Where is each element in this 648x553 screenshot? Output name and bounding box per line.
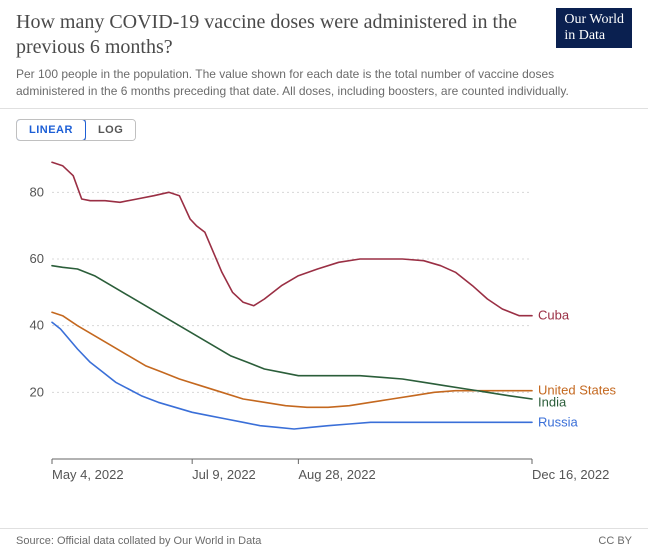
y-tick-label: 60 [30, 251, 44, 266]
series-label-russia[interactable]: Russia [538, 414, 579, 429]
chart-title: How many COVID-19 vaccine doses were adm… [16, 10, 536, 60]
scale-toggle-group: LINEAR LOG [16, 119, 136, 141]
chart-subtitle: Per 100 people in the population. The va… [16, 66, 576, 100]
chart-area: 20 40 60 80 May 4, 2022 Jul 9, 2022 Aug 28, 20… [0, 141, 648, 489]
y-tick-label: 20 [30, 384, 44, 399]
series-line-united-states [52, 312, 532, 407]
x-tick-label: Jul 9, 2022 [192, 467, 256, 482]
x-tick-label: Aug 28, 2022 [298, 467, 375, 482]
chart-footer: Source: Official data collated by Our Wo… [0, 528, 648, 553]
y-tick-label: 80 [30, 184, 44, 199]
y-tick-label: 40 [30, 317, 44, 332]
license-text: CC BY [598, 535, 632, 547]
owid-logo: Our World in Data [556, 8, 632, 48]
linear-toggle-button[interactable]: LINEAR [16, 119, 86, 141]
x-tick-label: May 4, 2022 [52, 467, 124, 482]
series-label-cuba[interactable]: Cuba [538, 307, 570, 322]
series-label-india[interactable]: India [538, 394, 567, 409]
line-chart: 20 40 60 80 May 4, 2022 Jul 9, 2022 Aug 28, 20… [16, 149, 632, 489]
log-toggle-button[interactable]: LOG [85, 120, 135, 140]
logo-line1: Our World [564, 12, 624, 28]
chart-header: Our World in Data How many COVID-19 vacc… [0, 0, 648, 109]
x-tick-label: Dec 16, 2022 [532, 467, 609, 482]
source-text: Source: Official data collated by Our Wo… [16, 535, 261, 547]
scale-toggle-row: LINEAR LOG [0, 109, 648, 141]
series-line-russia [52, 322, 532, 429]
logo-line2: in Data [564, 28, 624, 44]
series-line-india [52, 265, 532, 398]
